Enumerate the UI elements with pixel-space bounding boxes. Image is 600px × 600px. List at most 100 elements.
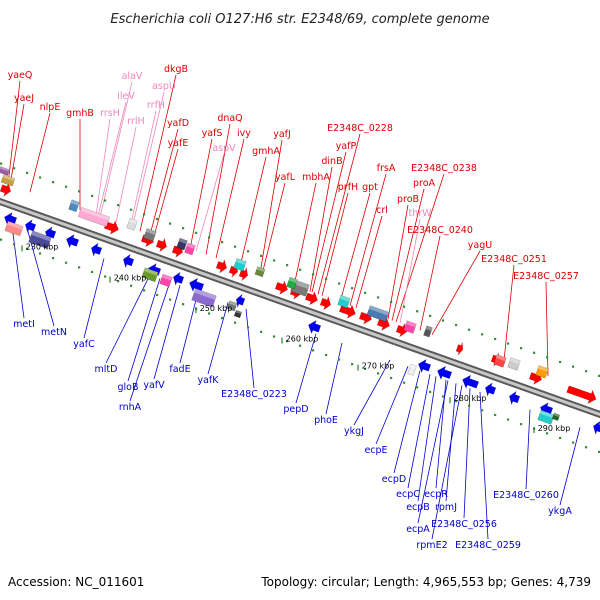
- guide-dot: [351, 363, 354, 366]
- forward-leader-line: [545, 281, 549, 377]
- scale-ticks: 230 kbp 240 kbp 250 kbp 260 kbp 270 kbp 280 k…: [21, 242, 571, 434]
- forward-leader-line: [149, 128, 179, 235]
- guide-dot: [338, 282, 341, 285]
- guide-dot: [52, 181, 55, 184]
- forward-gene-label: frsA: [377, 163, 396, 174]
- forward-gene-label: rrfH: [147, 100, 165, 111]
- scale-tick-label: 290 kbp: [538, 424, 571, 433]
- guide-dot: [585, 446, 588, 449]
- forward-gene-label: thrW: [408, 208, 432, 219]
- guide-dot: [195, 231, 198, 234]
- genome-summary-text: Topology: circular; Length: 4,965,553 bp…: [260, 575, 591, 589]
- reverse-gene-label: metI: [13, 319, 35, 330]
- misc-feature-box: [176, 237, 188, 251]
- guide-dot: [416, 386, 419, 389]
- forward-leader-line: [195, 153, 225, 252]
- guide-dot: [559, 436, 562, 440]
- misc-feature-box: [254, 266, 266, 278]
- misc-feature-box: [77, 206, 111, 227]
- misc-feature-box: [68, 199, 80, 213]
- guide-dot: [312, 273, 315, 276]
- forward-leader-line: [503, 264, 515, 361]
- reverse-gene-arrow: [122, 253, 135, 269]
- forward-gene-label: E2348C_0257: [513, 271, 579, 282]
- reverse-leader-line: [179, 291, 199, 364]
- forward-leader-line: [129, 110, 157, 228]
- forward-gene-label: rrsH: [100, 108, 120, 119]
- guide-dot: [416, 310, 419, 313]
- guide-dot: [65, 185, 68, 188]
- forward-gene-label: gmhB: [66, 108, 94, 119]
- forward-gene-label: proB: [397, 194, 419, 205]
- forward-gene-arrow: [566, 385, 597, 405]
- forward-leader-line: [99, 81, 133, 218]
- reverse-leader-line: [11, 225, 25, 319]
- reverse-gene-label: gloB: [118, 382, 139, 393]
- guide-dot: [546, 356, 549, 359]
- reverse-gene-label: yafV: [143, 380, 165, 391]
- scale-tick-label: 260 kbp: [286, 335, 319, 344]
- guide-dot: [273, 259, 276, 262]
- reverse-gene-arrow: [484, 382, 497, 397]
- misc-feature-box: [537, 409, 555, 425]
- misc-feature-box: [141, 267, 159, 283]
- reverse-gene-arrow: [235, 293, 246, 309]
- guide-dot: [169, 298, 172, 301]
- scale-tick-label: 270 kbp: [362, 362, 395, 371]
- forward-gene-arrow: [155, 237, 168, 253]
- reverse-gene-label: ecpA: [406, 524, 430, 535]
- forward-leader-line: [395, 173, 445, 323]
- reverse-gene-label: E2348C_0259: [455, 540, 521, 551]
- misc-feature-box: [366, 305, 390, 323]
- guide-dot: [377, 372, 380, 375]
- misc-feature-box: [28, 230, 52, 250]
- guide-dot: [585, 370, 588, 373]
- guide-dot: [247, 326, 250, 329]
- guide-dot: [78, 266, 81, 269]
- forward-leader-line: [215, 138, 245, 259]
- guide-dot: [247, 250, 250, 253]
- forward-gene-label: dinB: [321, 156, 342, 167]
- forward-leader-line: [311, 151, 347, 293]
- forward-gene-label: nlpE: [40, 102, 61, 113]
- guide-dot: [325, 353, 328, 357]
- reverse-gene-arrow: [172, 271, 185, 287]
- forward-gene-label: dkgB: [164, 64, 188, 75]
- guide-dot: [520, 423, 523, 426]
- misc-feature-box: [191, 288, 217, 308]
- guide-dot: [208, 236, 211, 239]
- guide-dot: [312, 349, 315, 352]
- forward-leader-line: [189, 138, 213, 250]
- guide-dot: [559, 360, 562, 364]
- forward-gene-label: E2348C_0240: [407, 225, 473, 236]
- forward-leader-line: [131, 91, 165, 229]
- guide-dot: [65, 261, 68, 264]
- guide-dot: [572, 441, 575, 444]
- reverse-gene-label: E2348C_0260: [493, 490, 559, 501]
- guide-dot: [364, 291, 367, 294]
- label-leader-lines: [7, 74, 581, 540]
- guide-dot: [78, 190, 81, 193]
- misc-feature-box: [286, 276, 298, 290]
- misc-feature-box: [507, 357, 521, 371]
- reverse-gene-arrow: [437, 365, 453, 381]
- forward-gene-label: alaV: [122, 71, 143, 82]
- guide-dot: [533, 351, 536, 354]
- forward-gene-arrow: [338, 304, 356, 319]
- reverse-leader-line: [153, 285, 181, 380]
- gene-labels: yaeQ yaeJ nlpE gmhB alaV ileV rrsH rrlH dkgB aspU…: [8, 64, 579, 551]
- reverse-leader-line: [129, 281, 171, 402]
- misc-feature-box: [493, 354, 507, 368]
- forward-gene-label: ileV: [117, 91, 135, 102]
- accession-text: Accession: NC_011601: [8, 575, 144, 589]
- guide-dot: [221, 316, 224, 320]
- reverse-gene-label: phoE: [314, 415, 338, 426]
- guide-dot: [546, 432, 549, 435]
- reverse-gene-label: ykgA: [548, 506, 572, 517]
- scale-tick-label: 250 kbp: [200, 304, 233, 313]
- guide-dot: [234, 245, 237, 248]
- forward-leader-line: [419, 235, 441, 331]
- misc-feature-box: [226, 300, 238, 312]
- guide-dot: [91, 194, 94, 198]
